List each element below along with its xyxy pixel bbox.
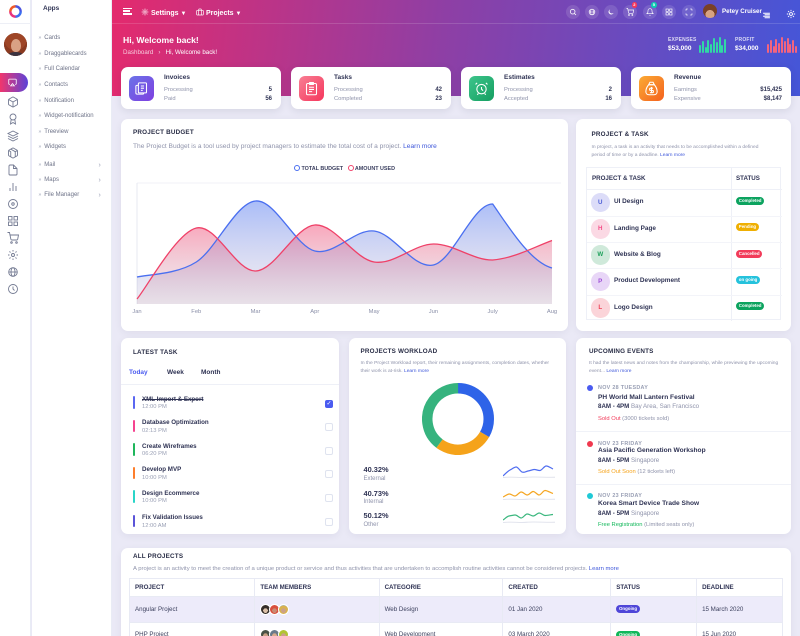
svg-text:Aug: Aug	[547, 309, 557, 315]
svg-text:July: July	[488, 309, 498, 315]
svg-text:Feb: Feb	[191, 309, 201, 315]
svg-text:Mar: Mar	[251, 309, 261, 315]
svg-text:Apr: Apr	[310, 309, 319, 315]
svg-text:Jan: Jan	[132, 309, 141, 315]
svg-text:May: May	[369, 309, 380, 315]
svg-text:Jun: Jun	[429, 309, 438, 315]
